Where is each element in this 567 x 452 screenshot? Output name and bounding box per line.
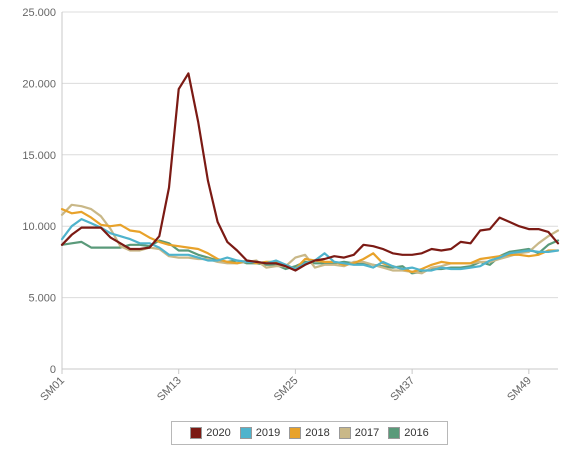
gridlines [62, 11, 558, 299]
x-tick-label: SM49 [505, 375, 534, 404]
y-tick-label: 5.000 [28, 293, 56, 305]
x-tick-label: SM25 [272, 375, 301, 404]
series-line-2018 [60, 208, 560, 273]
x-tick-labels: SM01 SM13 SM25 SM37 SM49 [38, 375, 534, 404]
legend-swatch-2019 [239, 427, 252, 439]
legend-item-2020[interactable]: 2020 [190, 427, 231, 439]
y-tick-labels: 0 5.000 10.000 15.000 20.000 25.000 [22, 7, 56, 376]
series-line-2020 [60, 72, 560, 272]
axes [61, 12, 558, 374]
legend-item-2016[interactable]: 2016 [388, 427, 429, 439]
y-tick-label: 15.000 [22, 150, 56, 162]
legend-label-2017: 2017 [354, 427, 380, 439]
legend-item-2017[interactable]: 2017 [338, 427, 380, 439]
legend-item-2018[interactable]: 2018 [289, 427, 330, 439]
y-tick-label: 10.000 [22, 221, 56, 233]
legend: 2020 2019 2018 2017 2016 [171, 421, 448, 445]
legend-label-2020: 2020 [206, 427, 231, 439]
x-tick-label: SM13 [155, 375, 184, 404]
series-lines [60, 72, 560, 275]
legend-swatch-2016 [388, 427, 401, 439]
legend-label-2019: 2019 [255, 427, 281, 439]
legend-label-2018: 2018 [305, 427, 330, 439]
y-tick-label: 20.000 [22, 78, 56, 90]
legend-swatch-2018 [289, 427, 302, 439]
y-tick-label: 25.000 [22, 7, 56, 19]
y-tick-label: 0 [50, 364, 56, 376]
legend-swatch-2017 [338, 427, 351, 439]
x-tick-label: SM01 [38, 375, 67, 404]
legend-item-2019[interactable]: 2019 [239, 427, 281, 439]
legend-swatch-2020 [190, 427, 203, 439]
x-tick-label: SM37 [388, 375, 417, 404]
legend-label-2016: 2016 [404, 427, 429, 439]
series-line-2016 [60, 239, 560, 275]
